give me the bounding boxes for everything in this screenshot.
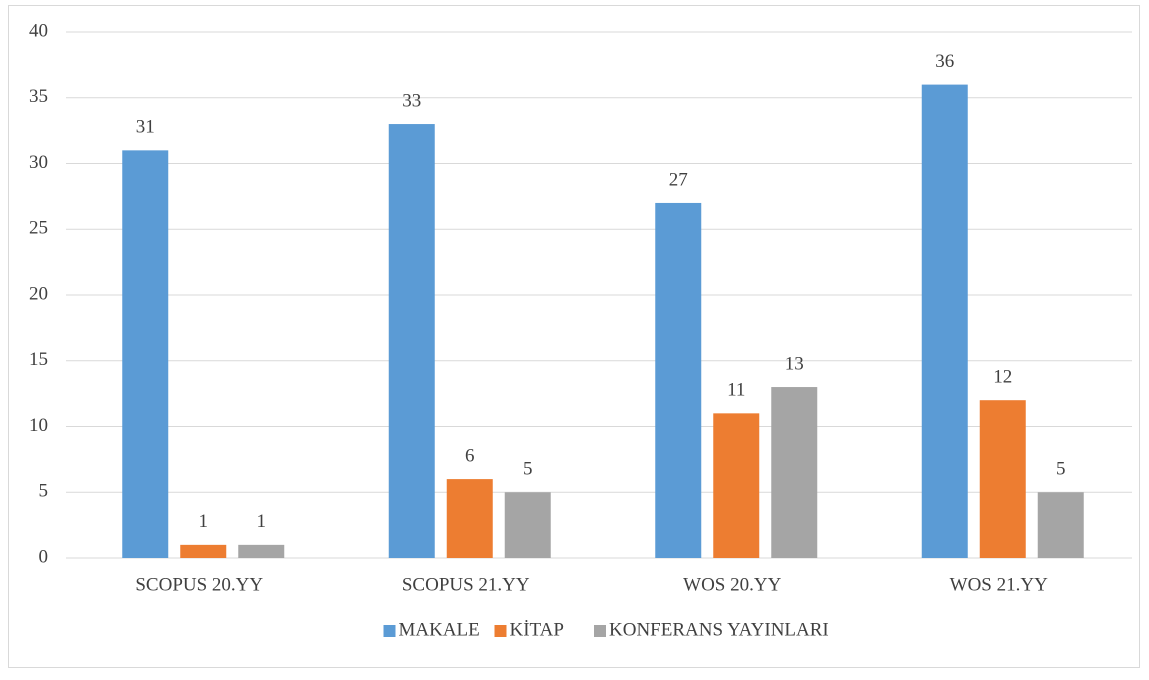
y-tick-label: 0 — [39, 546, 49, 567]
data-label: 27 — [669, 169, 688, 190]
chart-border — [8, 5, 1140, 668]
bar — [446, 479, 493, 558]
bar — [979, 400, 1026, 558]
legend-swatch — [594, 625, 606, 637]
y-tick-label: 20 — [29, 283, 48, 304]
bar — [388, 124, 435, 559]
data-label: 5 — [523, 459, 533, 480]
data-label: 6 — [465, 445, 475, 466]
x-tick-label: SCOPUS 21.YY — [402, 574, 530, 595]
y-tick-label: 30 — [29, 152, 48, 173]
data-label: 33 — [402, 90, 421, 111]
x-tick-label: WOS 20.YY — [683, 574, 781, 595]
legend-swatch — [494, 625, 507, 637]
data-label: 31 — [136, 117, 155, 138]
legend-label: MAKALE — [399, 619, 480, 640]
bar — [1037, 492, 1084, 558]
data-label: 36 — [935, 51, 954, 72]
bar — [713, 413, 760, 558]
bar — [122, 150, 169, 558]
y-tick-label: 40 — [29, 20, 48, 41]
y-tick-label: 35 — [29, 86, 48, 107]
data-label: 5 — [1056, 459, 1066, 480]
bar — [238, 544, 285, 558]
bar — [180, 544, 227, 558]
data-label: 1 — [257, 511, 267, 532]
data-label: 12 — [993, 367, 1012, 388]
data-label: 11 — [727, 380, 745, 401]
y-tick-label: 5 — [39, 481, 49, 502]
legend-label: KİTAP — [510, 619, 564, 640]
legend-swatch — [383, 625, 396, 637]
x-tick-label: SCOPUS 20.YY — [135, 574, 263, 595]
x-tick-label: WOS 21.YY — [950, 574, 1048, 595]
data-label: 1 — [199, 511, 209, 532]
y-tick-label: 25 — [29, 218, 48, 239]
y-tick-label: 15 — [29, 349, 48, 370]
legend-label: KONFERANS YAYINLARI — [609, 619, 829, 640]
data-label: 13 — [785, 353, 804, 374]
bar — [921, 84, 968, 558]
bar — [771, 387, 818, 558]
bar — [655, 202, 702, 558]
bar — [504, 492, 551, 558]
y-tick-label: 10 — [29, 415, 48, 436]
